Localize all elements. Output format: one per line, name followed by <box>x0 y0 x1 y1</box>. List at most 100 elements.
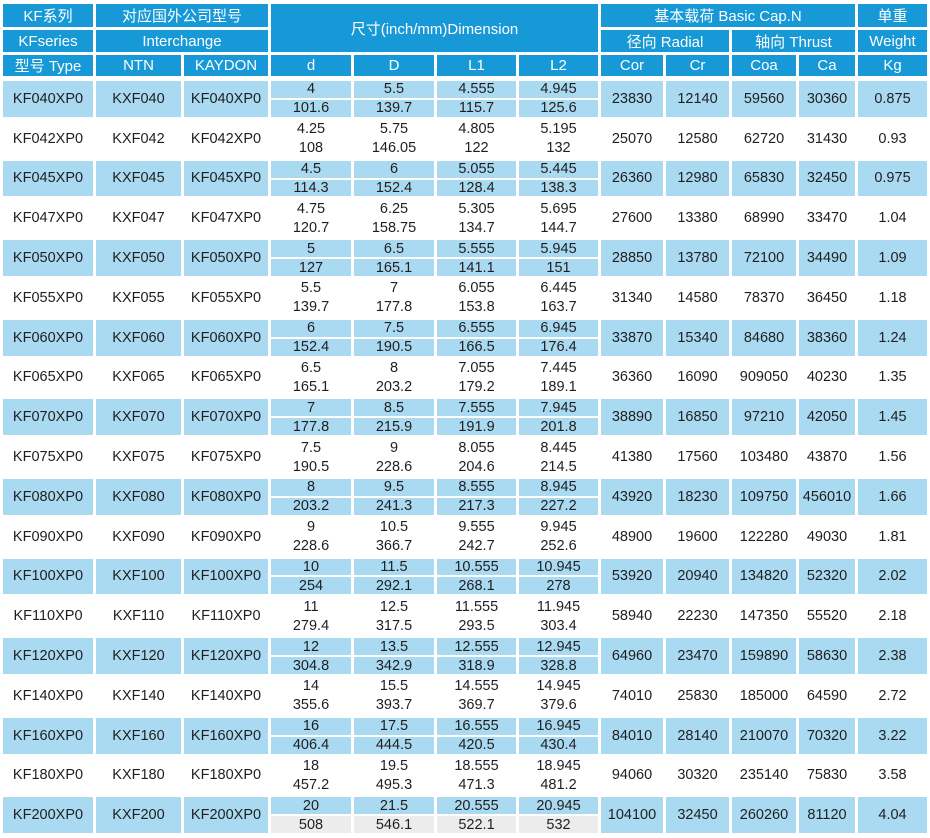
l2-mm-value: 227.2 <box>519 497 598 515</box>
l1-mm-value: 134.7 <box>458 219 495 236</box>
l2-cell: 9.945 252.6 <box>519 519 598 555</box>
D-mm-value: 146.05 <box>371 140 417 157</box>
cr-cell: 19600 <box>677 528 718 545</box>
coa-cell: 147350 <box>739 608 789 625</box>
D-cell: 19.5 495.3 <box>354 758 434 794</box>
d-cell: 10 254 <box>271 558 351 595</box>
ntn-cell: KXF100 <box>96 558 181 595</box>
D-cell: 12.5 317.5 <box>354 598 434 634</box>
D-mm-value: 165.1 <box>354 259 434 276</box>
table-body: KF040XP0 KXF040 KF040XP0 4 101.6 5.5 139… <box>3 79 927 835</box>
l2-mm-value: 214.5 <box>540 458 577 475</box>
l2-cell: 5.695 144.7 <box>519 200 598 236</box>
l1-cell: 20.555 522.1 <box>437 797 516 834</box>
coa-cell: 134820 <box>732 558 796 595</box>
d-mm-value: 355.6 <box>292 697 330 714</box>
l1-inch-value: 5.305 <box>458 200 495 217</box>
D-mm-value: 393.7 <box>375 697 413 714</box>
header-interchange-en: Interchange <box>96 30 268 52</box>
l1-inch-value: 12.555 <box>437 638 516 656</box>
D-mm-value: 444.5 <box>354 736 434 754</box>
type-cell: KF160XP0 <box>3 717 93 754</box>
l1-cell: 9.555 242.7 <box>437 519 516 555</box>
l1-mm-value: 141.1 <box>437 259 516 276</box>
type-cell: KF180XP0 <box>12 767 84 784</box>
l1-mm-value: 217.3 <box>437 497 516 515</box>
coa-cell: 59560 <box>732 81 796 117</box>
l1-cell: 4.555 115.7 <box>437 81 516 117</box>
ntn-cell: KXF042 <box>112 130 165 147</box>
table-row: KF080XP0 KXF080 KF080XP0 8 203.2 9.5 241… <box>3 477 927 517</box>
ntn-cell: KXF047 <box>112 210 165 227</box>
l2-mm-value: 303.4 <box>540 617 577 634</box>
l2-inch-value: 16.945 <box>519 717 598 735</box>
D-cell: 9 228.6 <box>354 439 434 475</box>
cr-cell: 30320 <box>677 767 718 784</box>
ntn-cell: KXF110 <box>112 608 165 625</box>
D-mm-value: 241.3 <box>354 497 434 515</box>
ca-cell: 40230 <box>806 369 848 386</box>
l2-cell: 5.945 151 <box>519 240 598 276</box>
kaydon-cell: KF047XP0 <box>190 210 262 227</box>
d-mm-value: 508 <box>271 816 351 834</box>
l2-inch-value: 5.695 <box>540 200 577 217</box>
coa-cell: 72100 <box>732 240 796 276</box>
type-cell: KF140XP0 <box>12 687 84 704</box>
table-row: KF200XP0 KXF200 KF200XP0 20 508 21.5 546… <box>3 795 927 835</box>
l2-cell: 14.945 379.6 <box>519 678 598 714</box>
type-cell: KF110XP0 <box>13 608 83 625</box>
d-inch-value: 9 <box>306 519 316 536</box>
d-cell: 5.5 139.7 <box>271 280 351 316</box>
l1-inch-value: 6.555 <box>437 319 516 337</box>
kaydon-cell: KF100XP0 <box>184 558 268 595</box>
l1-mm-value: 115.7 <box>437 99 516 117</box>
l2-inch-value: 4.945 <box>519 81 598 98</box>
d-mm-value: 254 <box>271 577 351 595</box>
d-mm-value: 457.2 <box>292 776 330 793</box>
D-cell: 8 203.2 <box>354 360 434 396</box>
cor-cell: 41380 <box>611 449 653 466</box>
table-row: KF090XP0 KXF090 KF090XP0 9 228.6 10.5 36… <box>3 517 927 557</box>
l2-cell: 7.445 189.1 <box>519 360 598 396</box>
l1-inch-value: 7.055 <box>458 360 495 377</box>
l2-mm-value: 176.4 <box>519 338 598 356</box>
l2-mm-value: 532 <box>519 816 598 834</box>
coa-cell: 103480 <box>739 449 789 466</box>
coa-cell: 62720 <box>743 130 785 147</box>
kaydon-cell: KF090XP0 <box>190 528 262 545</box>
ca-cell: 64590 <box>806 687 848 704</box>
d-inch-value: 4.25 <box>296 121 326 138</box>
d-inch-value: 14 <box>302 678 320 695</box>
d-cell: 6.5 165.1 <box>271 360 351 396</box>
type-cell: KF055XP0 <box>12 289 84 306</box>
ca-cell: 43870 <box>806 449 848 466</box>
d-inch-value: 6 <box>271 319 351 337</box>
header-col-l2: L2 <box>519 55 598 76</box>
l2-cell: 8.945 227.2 <box>519 478 598 515</box>
d-cell: 4.5 114.3 <box>271 160 351 197</box>
ca-cell: 36450 <box>806 289 848 306</box>
l1-cell: 8.055 204.6 <box>437 439 516 475</box>
ntn-cell: KXF060 <box>96 319 181 356</box>
l2-inch-value: 9.945 <box>540 519 577 536</box>
kg-cell: 1.18 <box>878 289 907 306</box>
type-cell: KF047XP0 <box>12 210 84 227</box>
ca-cell: 58630 <box>799 638 855 674</box>
kaydon-cell: KF180XP0 <box>190 767 262 784</box>
d-mm-value: 120.7 <box>292 219 330 236</box>
l2-inch-value: 10.945 <box>519 558 598 576</box>
coa-cell: 109750 <box>732 478 796 515</box>
kaydon-cell: KF075XP0 <box>190 449 262 466</box>
d-mm-value: 279.4 <box>292 617 330 634</box>
l2-mm-value: 144.7 <box>540 219 577 236</box>
cr-cell: 28140 <box>666 717 729 754</box>
kg-cell: 0.975 <box>858 160 927 197</box>
type-cell: KF070XP0 <box>3 399 93 436</box>
l1-inch-value: 4.805 <box>458 121 495 138</box>
cr-cell: 12140 <box>666 81 729 117</box>
kaydon-cell: KF065XP0 <box>190 369 262 386</box>
header-radial: 径向 Radial <box>601 30 729 52</box>
ca-cell: 70320 <box>799 717 855 754</box>
cor-cell: 27600 <box>611 210 653 227</box>
l1-mm-value: 128.4 <box>437 179 516 197</box>
